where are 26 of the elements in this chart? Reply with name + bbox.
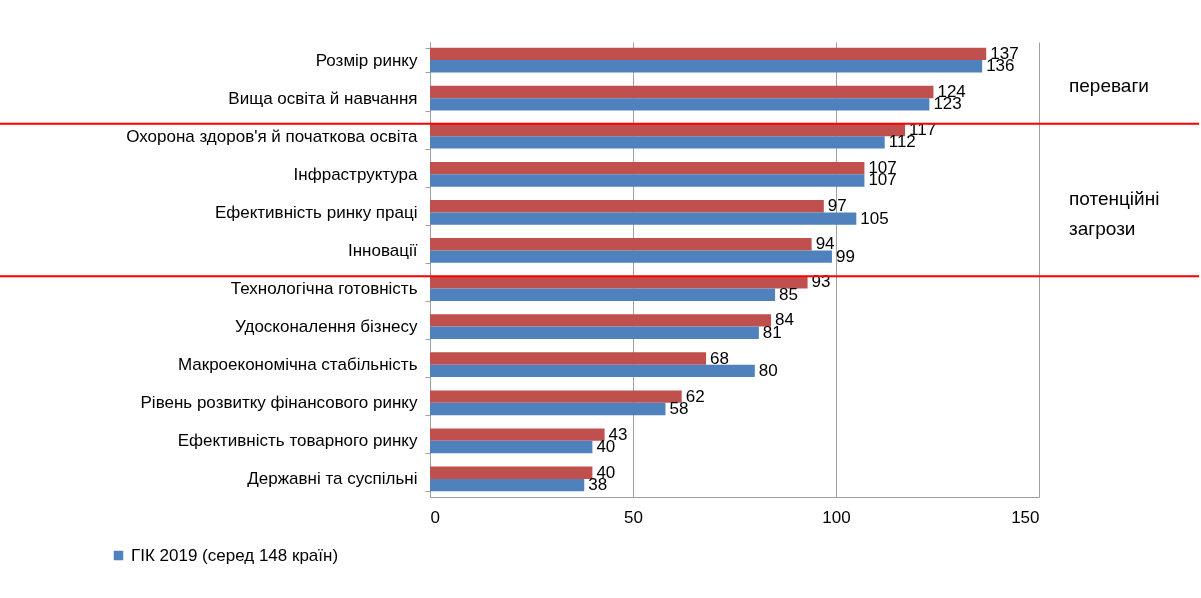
data-label: 80 <box>758 360 778 380</box>
y-tick-label: Державні та суспільні <box>247 469 418 489</box>
data-label: 105 <box>860 208 889 228</box>
x-tick-label: 100 <box>822 507 851 527</box>
text: переваги <box>1069 74 1149 96</box>
y-tick-label: Вища освіта й навчання <box>228 88 418 108</box>
y-tick-label: Інфраструктура <box>293 164 419 184</box>
legend-label: ГІК 2019 (серед 148 країн) <box>131 545 339 565</box>
y-tick-label: Макроекономічна стабільність <box>177 355 418 375</box>
data-label: 85 <box>779 284 799 304</box>
data-label: 68 <box>710 348 729 368</box>
y-tick-label: Ефективність ринку праці <box>214 202 418 222</box>
x-tick-label: 50 <box>624 507 643 527</box>
data-label: 94 <box>815 234 835 254</box>
data-label: 99 <box>835 246 855 266</box>
y-tick-label: Ефективність товарного ринку <box>177 431 418 451</box>
y-tick-label: Розмір ринку <box>315 50 418 70</box>
text: потенційні загрози <box>1069 188 1160 240</box>
y-tick-label: Рівень розвитку фінансового ринку <box>140 393 418 413</box>
y-tick-label: Інновації <box>348 240 418 260</box>
x-tick-label: 0 <box>430 507 440 527</box>
x-tick-label: 150 <box>1011 507 1040 527</box>
y-tick-label: Удосконалення бізнесу <box>234 317 418 337</box>
y-tick-label: Охорона здоров'я й початкова освіта <box>126 126 419 146</box>
data-label: 97 <box>827 196 847 216</box>
y-tick-label: Технологічна готовність <box>230 279 418 299</box>
